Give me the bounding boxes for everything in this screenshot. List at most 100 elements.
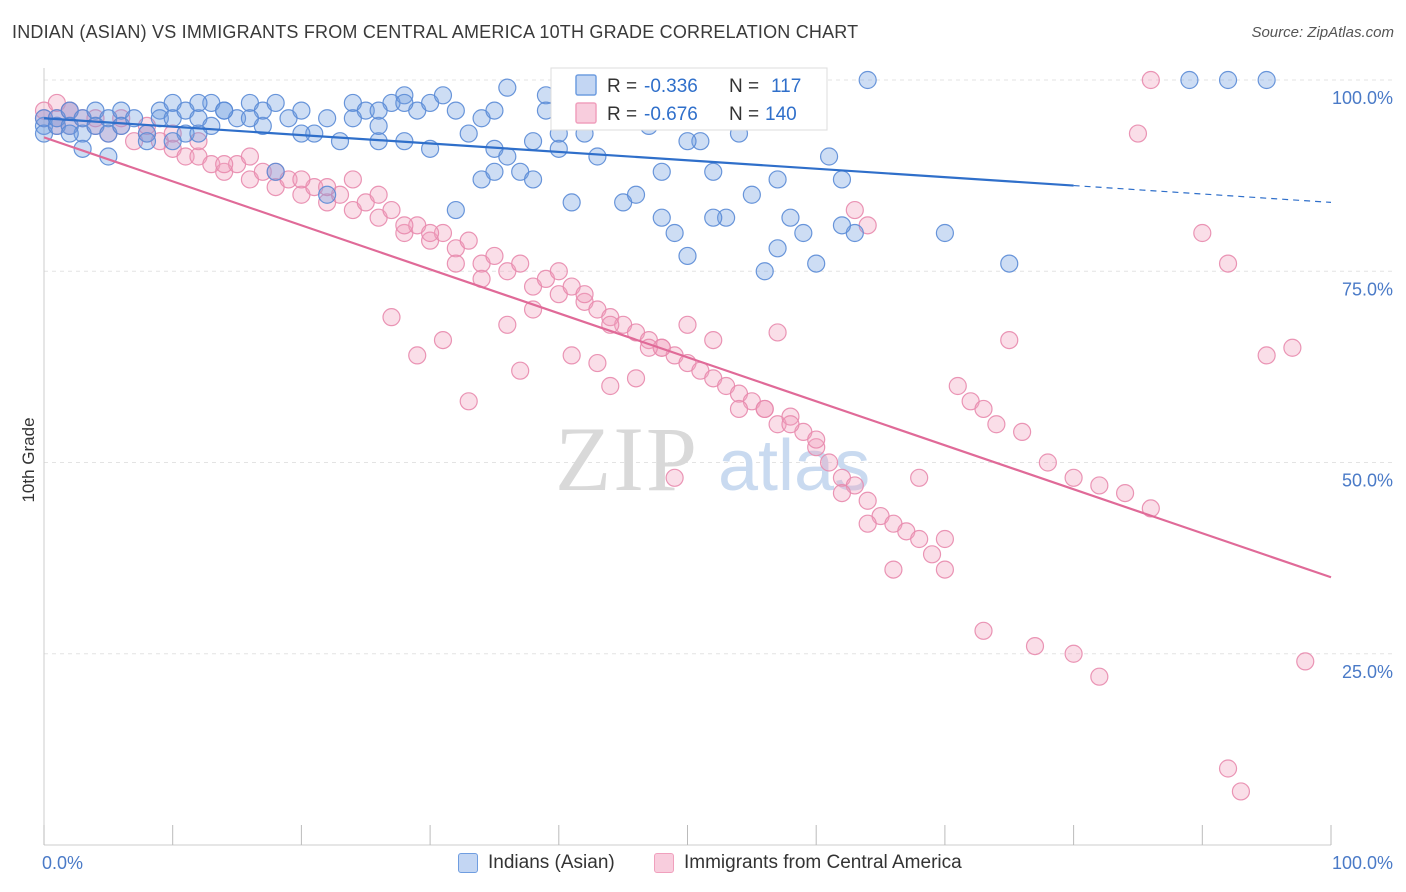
- indians-asian-point-89: [446, 200, 465, 220]
- indians-asian-point-65: [691, 132, 710, 151]
- central-america-point-40: [511, 254, 530, 273]
- central-america-point-61: [781, 407, 800, 426]
- chart-title: INDIAN (ASIAN) VS IMMIGRANTS FROM CENTRA…: [12, 22, 859, 42]
- central-america-point-77: [987, 415, 1006, 434]
- central-america-point-101: [729, 399, 749, 419]
- indians-asian-point-45: [433, 86, 453, 105]
- watermark-atlas: atlas: [718, 426, 870, 506]
- central-america-point-138: [408, 346, 427, 365]
- trend-line-indians: [43, 117, 1074, 187]
- central-america-point-144: [588, 353, 607, 373]
- central-america-point-71: [910, 529, 929, 549]
- indians-asian-point-117: [832, 216, 852, 235]
- central-america-point-99: [781, 415, 800, 434]
- legend-label-central-america: Immigrants from Central America: [684, 852, 962, 873]
- central-america-point-112: [446, 254, 465, 273]
- central-america-point-92: [1025, 636, 1045, 656]
- legend-n-value-pink: 140: [765, 104, 797, 125]
- y-tick-label-75: 75.0%: [1342, 279, 1393, 299]
- central-america-point-136: [459, 392, 478, 411]
- indians-asian-point-52: [523, 132, 543, 151]
- central-america-point-98: [807, 430, 826, 449]
- central-america-point-95: [884, 560, 903, 579]
- indians-asian-point-114: [395, 93, 414, 113]
- central-america-point-108: [549, 262, 568, 281]
- central-america-point-88: [1283, 338, 1302, 357]
- central-america-point-74: [948, 376, 967, 396]
- legend-swatch-pink: [575, 102, 597, 124]
- indians-asian-point-72: [781, 208, 800, 227]
- y-tick-label-50: 50.0%: [1342, 471, 1393, 491]
- central-america-point-135: [511, 361, 530, 380]
- indians-asian-point-15: [124, 109, 144, 128]
- indians-asian-point-63: [665, 223, 684, 243]
- central-america-point-91: [1090, 667, 1109, 686]
- central-america-point-81: [1064, 468, 1083, 487]
- central-america-point-100: [755, 399, 774, 419]
- indians-asian-point-64: [678, 246, 697, 266]
- indians-asian-point-71: [768, 239, 787, 258]
- indians-asian-point-94: [292, 124, 311, 143]
- central-america-point-94: [935, 529, 955, 549]
- central-america-point-131: [1218, 759, 1238, 778]
- indians-asian-point-47: [459, 124, 478, 143]
- trend-line-central-america: [43, 136, 1332, 579]
- indians-asian-point-34: [305, 124, 324, 143]
- central-america-point-85: [1193, 223, 1212, 243]
- central-america-point-102: [704, 331, 723, 350]
- trend-lines: [43, 117, 1332, 579]
- central-america-point-137: [433, 331, 453, 350]
- central-america-point-72: [922, 545, 942, 564]
- indians-asian-point-66: [704, 162, 723, 181]
- central-america-point-76: [974, 399, 993, 419]
- indians-asian-point-95: [266, 162, 285, 181]
- source-label: Source: ZipAtlas.com: [1251, 24, 1394, 41]
- central-america-point-84: [1141, 499, 1160, 518]
- legend-r-label-pink: R =: [607, 104, 637, 125]
- central-america-point-120: [240, 147, 260, 166]
- central-america-point-20: [253, 162, 272, 181]
- central-america-point-64: [819, 453, 839, 472]
- central-america-point-132: [1231, 782, 1251, 801]
- central-america-point-118: [292, 170, 311, 189]
- series-indians-asian-points: [34, 70, 1276, 281]
- central-america-point-36: [459, 231, 478, 250]
- indians-asian-point-119: [485, 101, 504, 120]
- y-tick-labels: 100.0% 75.0% 50.0% 25.0%: [1332, 88, 1393, 682]
- y-tick-label-100: 100.0%: [1332, 88, 1393, 108]
- central-america-point-115: [369, 185, 388, 204]
- indians-asian-point-69: [742, 185, 761, 204]
- legend-n-value-blue: 117: [771, 76, 801, 97]
- indians-asian-point-75: [819, 147, 839, 166]
- indians-asian-point-118: [768, 170, 787, 189]
- central-america-point-89: [1296, 652, 1315, 671]
- indians-asian-point-36: [330, 132, 350, 151]
- central-america-point-87: [1257, 346, 1276, 365]
- indians-asian-point-113: [318, 185, 337, 204]
- legend-r-value-blue: -0.336: [644, 76, 698, 97]
- legend-n-label-blue: N =: [729, 76, 759, 97]
- legend-r-value-pink: -0.676: [644, 104, 698, 125]
- indians-asian-point-57: [588, 147, 607, 166]
- central-america-point-113: [421, 223, 440, 243]
- indians-asian-point-60: [626, 185, 646, 204]
- indians-asian-point-67: [717, 208, 736, 227]
- indians-asian-point-97: [215, 101, 234, 120]
- central-america-point-141: [601, 376, 620, 396]
- central-america-point-82: [1090, 476, 1109, 495]
- indians-asian-point-96: [240, 109, 260, 128]
- central-america-point-103: [678, 315, 697, 334]
- stats-legend: R = -0.336 N = 117 R = -0.676 N = 140: [550, 67, 828, 131]
- central-america-point-83: [1115, 484, 1135, 503]
- central-america-point-146: [845, 200, 864, 220]
- central-america-point-96: [858, 514, 877, 533]
- bottom-legend: Indians (Asian) Immigrants from Central …: [0, 852, 1406, 878]
- legend-n-label-pink: N =: [729, 104, 759, 125]
- central-america-point-34: [433, 223, 453, 243]
- indians-asian-point-99: [163, 132, 182, 151]
- indians-asian-point-54: [549, 139, 568, 158]
- legend-label-indians: Indians (Asian): [488, 852, 615, 873]
- indians-asian-point-82: [704, 208, 723, 227]
- watermark-zip: ZIP: [555, 408, 699, 510]
